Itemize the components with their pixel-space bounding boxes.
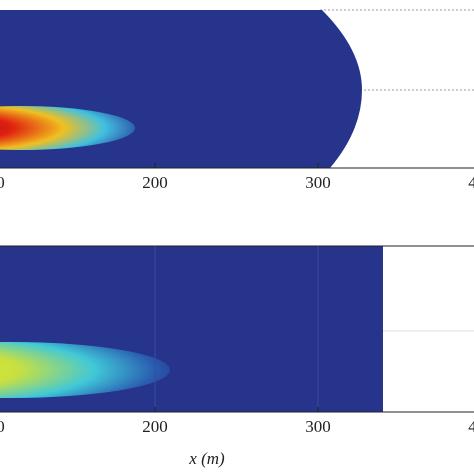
plume <box>0 342 170 398</box>
x-tick-label: 300 <box>305 417 331 436</box>
x-tick-label: 100 <box>0 417 5 436</box>
x-tick-label: 400 <box>468 417 474 436</box>
x-tick-label: 200 <box>142 417 168 436</box>
plume <box>0 106 135 150</box>
x-tick-label: 300 <box>305 173 331 192</box>
x-tick-label: 100 <box>0 173 5 192</box>
x-axis-label: x (m) <box>188 449 225 468</box>
x-tick-label: 200 <box>142 173 168 192</box>
x-tick-label: 400 <box>468 173 474 192</box>
